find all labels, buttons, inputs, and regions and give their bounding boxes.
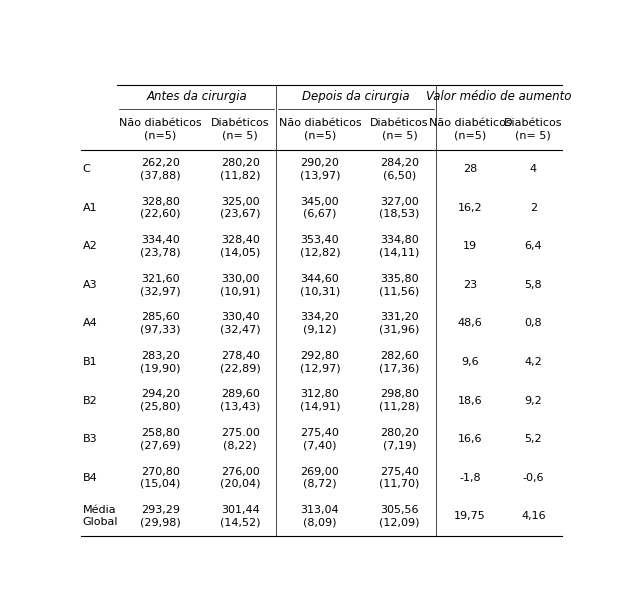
Text: 275,40
(11,70): 275,40 (11,70): [379, 467, 419, 489]
Text: C: C: [83, 164, 90, 174]
Text: 18,6: 18,6: [458, 396, 483, 405]
Text: 280,20
(11,82): 280,20 (11,82): [220, 158, 260, 180]
Text: 328,40
(14,05): 328,40 (14,05): [220, 235, 260, 257]
Text: 280,20
(7,19): 280,20 (7,19): [380, 428, 419, 450]
Text: 285,60
(97,33): 285,60 (97,33): [140, 312, 181, 334]
Text: 269,00
(8,72): 269,00 (8,72): [300, 467, 339, 489]
Text: 331,20
(31,96): 331,20 (31,96): [379, 312, 419, 334]
Text: -0,6: -0,6: [522, 473, 544, 483]
Text: B4: B4: [83, 473, 97, 483]
Text: 16,2: 16,2: [458, 203, 483, 213]
Text: 334,20
(9,12): 334,20 (9,12): [300, 312, 339, 334]
Text: Diabéticos
(n= 5): Diabéticos (n= 5): [371, 118, 429, 141]
Text: 325,00
(23,67): 325,00 (23,67): [220, 197, 260, 219]
Text: 283,20
(19,90): 283,20 (19,90): [140, 351, 181, 373]
Text: -1,8: -1,8: [460, 473, 481, 483]
Text: 9,6: 9,6: [461, 357, 479, 367]
Text: 313,04
(8,09): 313,04 (8,09): [300, 505, 339, 527]
Text: 345,00
(6,67): 345,00 (6,67): [300, 197, 339, 219]
Text: 293,29
(29,98): 293,29 (29,98): [140, 505, 181, 527]
Text: 258,80
(27,69): 258,80 (27,69): [140, 428, 181, 450]
Text: 16,6: 16,6: [458, 434, 482, 444]
Text: 335,80
(11,56): 335,80 (11,56): [379, 274, 419, 296]
Text: 353,40
(12,82): 353,40 (12,82): [300, 235, 340, 257]
Text: 28: 28: [463, 164, 477, 174]
Text: 9,2: 9,2: [524, 396, 542, 405]
Text: Não diabéticos
(n=5): Não diabéticos (n=5): [429, 118, 512, 141]
Text: Não diabéticos
(n=5): Não diabéticos (n=5): [119, 118, 202, 141]
Text: 312,80
(14,91): 312,80 (14,91): [300, 390, 340, 412]
Text: 330,00
(10,91): 330,00 (10,91): [220, 274, 260, 296]
Text: Não diabéticos
(n=5): Não diabéticos (n=5): [278, 118, 361, 141]
Text: 4,16: 4,16: [521, 511, 545, 521]
Text: 344,60
(10,31): 344,60 (10,31): [300, 274, 340, 296]
Text: 289,60
(13,43): 289,60 (13,43): [220, 390, 260, 412]
Text: 292,80
(12,97): 292,80 (12,97): [300, 351, 340, 373]
Text: 275.00
(8,22): 275.00 (8,22): [221, 428, 260, 450]
Text: 19: 19: [463, 242, 477, 251]
Text: 48,6: 48,6: [458, 319, 483, 328]
Text: Diabéticos
(n= 5): Diabéticos (n= 5): [504, 118, 562, 141]
Text: 4,2: 4,2: [524, 357, 542, 367]
Text: Diabéticos
(n= 5): Diabéticos (n= 5): [211, 118, 270, 141]
Text: 334,80
(14,11): 334,80 (14,11): [379, 235, 419, 257]
Text: 4: 4: [530, 164, 537, 174]
Text: 0,8: 0,8: [525, 319, 542, 328]
Text: B1: B1: [83, 357, 97, 367]
Text: 270,80
(15,04): 270,80 (15,04): [140, 467, 181, 489]
Text: 328,80
(22,60): 328,80 (22,60): [140, 197, 181, 219]
Text: 5,8: 5,8: [525, 280, 542, 290]
Text: B3: B3: [83, 434, 97, 444]
Text: A4: A4: [83, 319, 97, 328]
Text: 262,20
(37,88): 262,20 (37,88): [140, 158, 181, 180]
Text: 305,56
(12,09): 305,56 (12,09): [379, 505, 419, 527]
Text: A2: A2: [83, 242, 97, 251]
Text: 2: 2: [530, 203, 537, 213]
Text: Valor médio de aumento: Valor médio de aumento: [426, 90, 571, 103]
Text: 330,40
(32,47): 330,40 (32,47): [220, 312, 260, 334]
Text: 294,20
(25,80): 294,20 (25,80): [140, 390, 181, 412]
Text: Antes da cirurgia: Antes da cirurgia: [146, 90, 247, 103]
Text: 6,4: 6,4: [525, 242, 542, 251]
Text: 276,00
(20,04): 276,00 (20,04): [220, 467, 260, 489]
Text: A3: A3: [83, 280, 97, 290]
Text: 278,40
(22,89): 278,40 (22,89): [220, 351, 261, 373]
Text: 334,40
(23,78): 334,40 (23,78): [140, 235, 181, 257]
Text: 298,80
(11,28): 298,80 (11,28): [379, 390, 419, 412]
Text: 23: 23: [463, 280, 477, 290]
Text: 327,00
(18,53): 327,00 (18,53): [379, 197, 419, 219]
Text: B2: B2: [83, 396, 97, 405]
Text: Média
Global: Média Global: [83, 505, 119, 527]
Text: 275,40
(7,40): 275,40 (7,40): [300, 428, 339, 450]
Text: Depois da cirurgia: Depois da cirurgia: [302, 90, 409, 103]
Text: 321,60
(32,97): 321,60 (32,97): [140, 274, 181, 296]
Text: 19,75: 19,75: [455, 511, 486, 521]
Text: A1: A1: [83, 203, 97, 213]
Text: 282,60
(17,36): 282,60 (17,36): [379, 351, 419, 373]
Text: 5,2: 5,2: [525, 434, 542, 444]
Text: 301,44
(14,52): 301,44 (14,52): [220, 505, 260, 527]
Text: 290,20
(13,97): 290,20 (13,97): [300, 158, 340, 180]
Text: 284,20
(6,50): 284,20 (6,50): [380, 158, 419, 180]
